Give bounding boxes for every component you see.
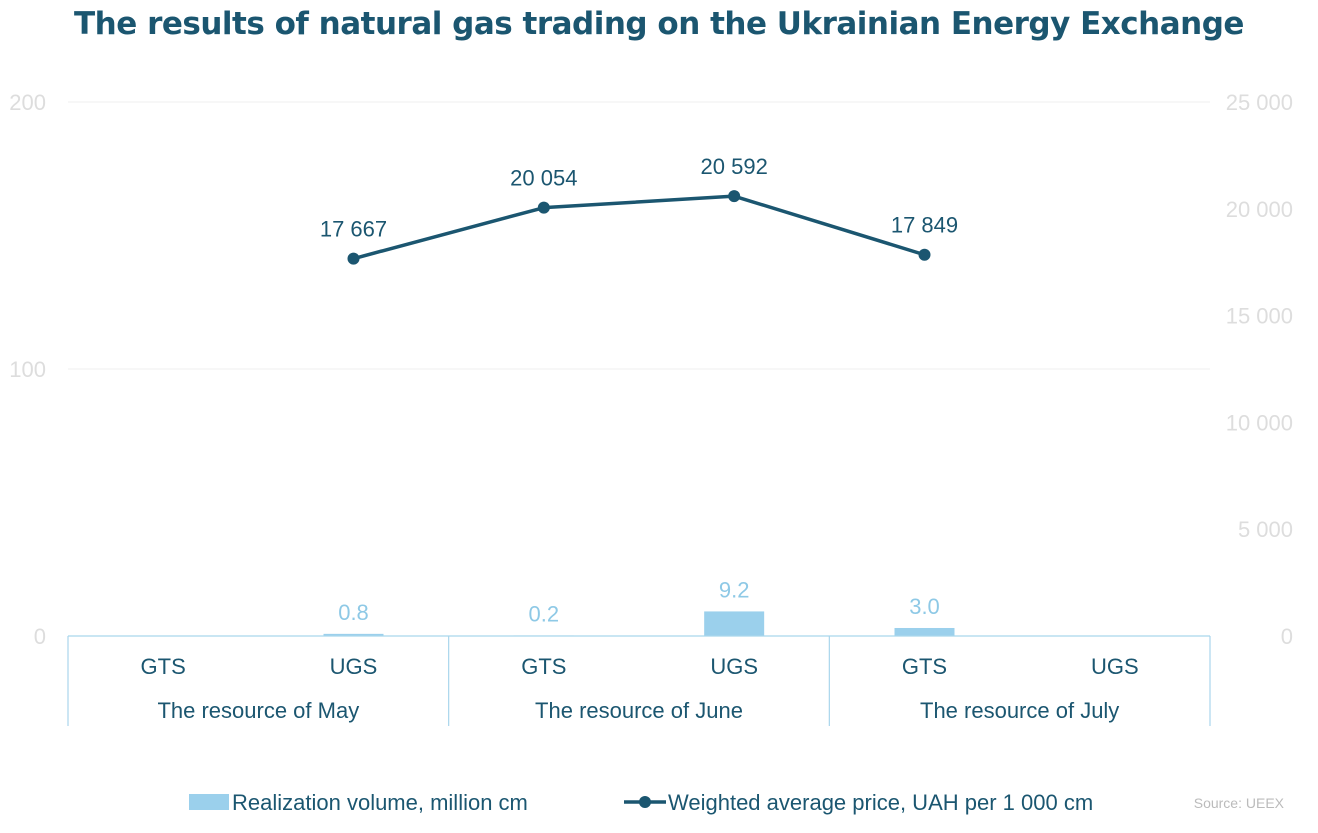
group-label: The resource of May — [157, 698, 359, 723]
volume-bar — [894, 627, 955, 636]
right-tick-label: 5 000 — [1238, 517, 1293, 542]
volume-data-label: 3.0 — [909, 594, 940, 619]
price-series-line — [353, 194, 926, 261]
volume-data-label: 0.8 — [338, 600, 369, 625]
category-label: GTS — [141, 654, 186, 679]
right-tick-label: 15 000 — [1226, 304, 1293, 329]
category-label: UGS — [710, 654, 758, 679]
price-point — [537, 201, 550, 214]
price-point — [347, 252, 360, 265]
chart-title: The results of natural gas trading on th… — [74, 6, 1244, 42]
price-data-label: 20 054 — [510, 166, 577, 191]
legend-bar-label: Realization volume, million cm — [232, 790, 528, 815]
left-axis: 0 100 200 — [9, 90, 46, 649]
legend-bar-swatch — [189, 794, 229, 810]
category-axis: GTS UGS GTS UGS GTS UGS The resource of May The… — [67, 635, 1211, 726]
volume-bar — [323, 633, 384, 636]
gridlines — [68, 101, 1210, 370]
right-tick-label: 20 000 — [1226, 197, 1293, 222]
group-label: The resource of June — [535, 698, 743, 723]
left-tick-label: 200 — [9, 90, 46, 115]
source-note: Source: UEEX — [1193, 795, 1284, 811]
volume-labels: 0.8 0.2 9.2 3.0 — [338, 577, 940, 626]
left-tick-label: 100 — [9, 357, 46, 382]
group-label: The resource of July — [920, 698, 1119, 723]
price-data-label: 17 667 — [320, 217, 387, 242]
right-tick-label: 0 — [1281, 624, 1293, 649]
price-data-label: 20 592 — [701, 154, 768, 179]
category-label: GTS — [902, 654, 947, 679]
price-line — [347, 190, 931, 265]
legend-line-marker — [639, 796, 651, 808]
volume-data-label: 9.2 — [719, 577, 750, 602]
legend-line-label: Weighted average price, UAH per 1 000 cm — [668, 790, 1093, 815]
volume-data-label: 0.2 — [529, 601, 560, 626]
category-label: GTS — [521, 654, 566, 679]
volume-bar — [704, 611, 765, 636]
right-axis: 0 5 000 10 000 15 000 20 000 25 000 — [1226, 90, 1293, 649]
legend: Realization volume, million cm Weighted a… — [189, 790, 1093, 815]
right-tick-label: 10 000 — [1226, 410, 1293, 435]
price-labels: 17 667 20 054 20 592 17 849 — [320, 154, 958, 241]
price-point — [728, 190, 741, 203]
category-label: UGS — [330, 654, 378, 679]
category-label: UGS — [1091, 654, 1139, 679]
price-data-label: 17 849 — [891, 213, 958, 238]
volume-bars — [323, 611, 955, 636]
price-point — [918, 248, 931, 261]
left-tick-label: 0 — [34, 624, 46, 649]
right-tick-label: 25 000 — [1226, 90, 1293, 115]
